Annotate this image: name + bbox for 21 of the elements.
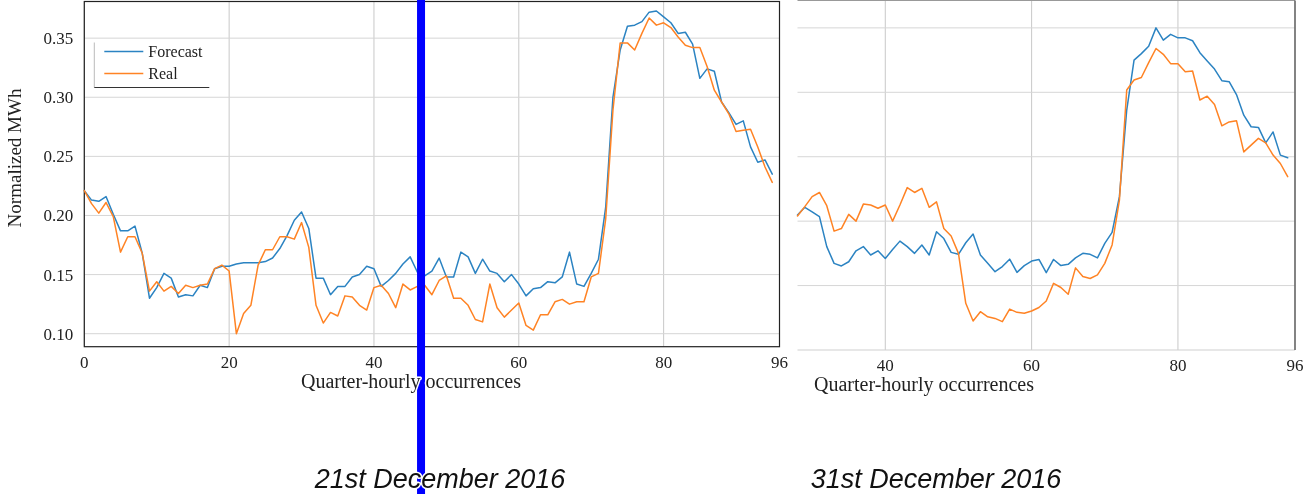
x-tick-label: 40 (365, 352, 383, 372)
y-tick-label: 0.20 (43, 206, 74, 226)
y-tick-label: 0.35 (43, 29, 74, 49)
x-tick-label: 60 (1023, 356, 1041, 375)
y-tick-label: 0.25 (43, 147, 74, 167)
y-tick-label: 0.30 (43, 88, 74, 108)
text: 31st December 2016 (810, 464, 1063, 494)
y-tick-label: 0.15 (43, 265, 74, 285)
x-tick-label: 96 (771, 352, 788, 372)
y-tick-label: 0.10 (43, 324, 74, 344)
legend-label: Forecast (148, 43, 204, 61)
x-tick-label: 80 (1169, 356, 1187, 375)
legend-label: Real (148, 65, 179, 83)
y-axis-title: Normalized MWh (3, 88, 25, 228)
x-tick-label: 80 (655, 352, 673, 372)
x-axis-title: Quarter-hourly occurrences (813, 373, 1035, 396)
x-tick-label: 60 (510, 352, 528, 372)
x-tick-label: 20 (220, 352, 238, 372)
x-tick-label: 96 (1286, 356, 1303, 375)
x-tick-label: 40 (876, 356, 894, 375)
x-tick-label: 0 (80, 352, 89, 372)
